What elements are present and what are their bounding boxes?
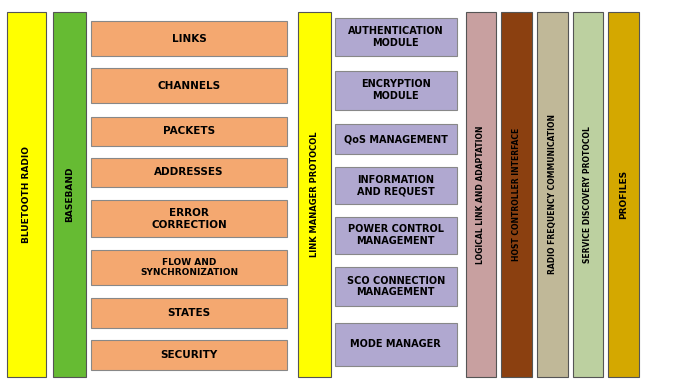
FancyBboxPatch shape <box>91 21 287 56</box>
FancyBboxPatch shape <box>335 167 457 204</box>
FancyBboxPatch shape <box>52 12 86 377</box>
FancyBboxPatch shape <box>501 12 532 377</box>
Text: INFORMATION
AND REQUEST: INFORMATION AND REQUEST <box>357 175 435 196</box>
Text: PACKETS: PACKETS <box>163 126 215 136</box>
FancyBboxPatch shape <box>608 12 639 377</box>
Text: ERROR
CORRECTION: ERROR CORRECTION <box>151 208 227 230</box>
FancyBboxPatch shape <box>7 12 46 377</box>
Text: ADDRESSES: ADDRESSES <box>154 167 224 177</box>
Text: QoS MANAGEMENT: QoS MANAGEMENT <box>344 134 448 144</box>
Text: BLUETOOTH RADIO: BLUETOOTH RADIO <box>22 146 31 243</box>
Text: CHANNELS: CHANNELS <box>158 81 220 91</box>
FancyBboxPatch shape <box>91 250 287 285</box>
FancyBboxPatch shape <box>573 12 603 377</box>
Text: AUTHENTICATION
MODULE: AUTHENTICATION MODULE <box>348 26 444 48</box>
Text: STATES: STATES <box>167 308 211 318</box>
FancyBboxPatch shape <box>335 124 457 154</box>
Text: LINKS: LINKS <box>172 34 206 44</box>
Text: SCO CONNECTION
MANAGEMENT: SCO CONNECTION MANAGEMENT <box>346 276 445 298</box>
Text: HOST CONTROLLER INTERFACE: HOST CONTROLLER INTERFACE <box>512 128 521 261</box>
FancyBboxPatch shape <box>91 68 287 103</box>
Text: BASEBAND: BASEBAND <box>65 167 74 222</box>
Text: SERVICE DISCOVERY PROTOCOL: SERVICE DISCOVERY PROTOCOL <box>584 126 592 263</box>
FancyBboxPatch shape <box>335 71 457 110</box>
Text: POWER CONTROL
MANAGEMENT: POWER CONTROL MANAGEMENT <box>348 224 444 246</box>
Text: SECURITY: SECURITY <box>160 350 218 360</box>
FancyBboxPatch shape <box>91 158 287 187</box>
FancyBboxPatch shape <box>466 12 496 377</box>
FancyBboxPatch shape <box>537 12 568 377</box>
Text: LOGICAL LINK AND ADAPTATION: LOGICAL LINK AND ADAPTATION <box>477 125 485 264</box>
Text: RADIO FREQUENCY COMMUNICATION: RADIO FREQUENCY COMMUNICATION <box>548 114 556 275</box>
Text: LINK MANAGER PROTOCOL: LINK MANAGER PROTOCOL <box>310 132 319 257</box>
FancyBboxPatch shape <box>335 18 457 56</box>
Text: ENCRYPTION
MODULE: ENCRYPTION MODULE <box>361 79 430 101</box>
FancyBboxPatch shape <box>91 340 287 370</box>
FancyBboxPatch shape <box>335 217 457 254</box>
FancyBboxPatch shape <box>91 298 287 328</box>
FancyBboxPatch shape <box>91 200 287 237</box>
FancyBboxPatch shape <box>298 12 331 377</box>
FancyBboxPatch shape <box>335 267 457 306</box>
FancyBboxPatch shape <box>91 117 287 146</box>
FancyBboxPatch shape <box>335 323 457 366</box>
Text: MODE MANAGER: MODE MANAGER <box>351 339 441 349</box>
Text: PROFILES: PROFILES <box>620 170 628 219</box>
Text: FLOW AND
SYNCHRONIZATION: FLOW AND SYNCHRONIZATION <box>140 258 238 277</box>
